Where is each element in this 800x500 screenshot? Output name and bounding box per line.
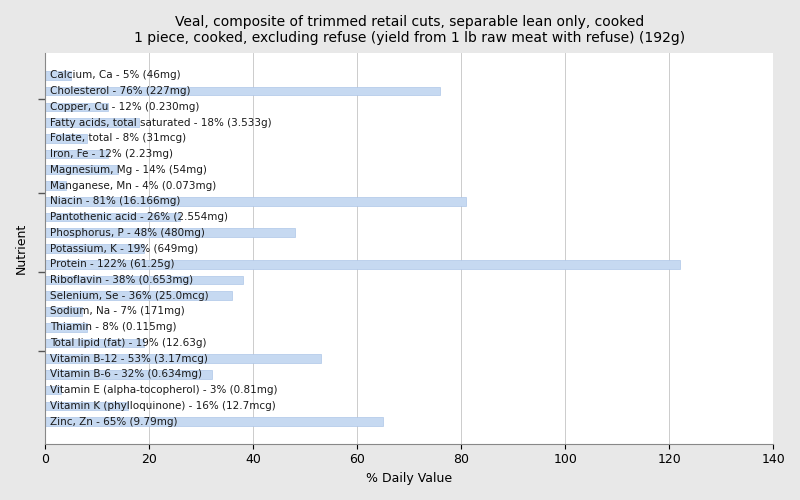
Text: Potassium, K - 19% (649mg): Potassium, K - 19% (649mg)	[50, 244, 198, 254]
Bar	[46, 386, 61, 394]
Text: Niacin - 81% (16.166mg): Niacin - 81% (16.166mg)	[50, 196, 181, 206]
Bar	[46, 166, 118, 174]
Bar	[46, 102, 108, 111]
Bar	[46, 276, 242, 284]
Bar	[46, 244, 144, 253]
Bar	[46, 402, 129, 410]
Bar	[46, 150, 108, 158]
Text: Pantothenic acid - 26% (2.554mg): Pantothenic acid - 26% (2.554mg)	[50, 212, 229, 222]
Bar	[46, 118, 139, 127]
Bar	[46, 87, 440, 96]
Text: Sodium, Na - 7% (171mg): Sodium, Na - 7% (171mg)	[50, 306, 185, 316]
Y-axis label: Nutrient: Nutrient	[15, 223, 28, 274]
Text: Selenium, Se - 36% (25.0mcg): Selenium, Se - 36% (25.0mcg)	[50, 290, 209, 300]
Bar	[46, 354, 321, 363]
Text: Total lipid (fat) - 19% (12.63g): Total lipid (fat) - 19% (12.63g)	[50, 338, 207, 348]
Bar	[46, 307, 82, 316]
Text: Manganese, Mn - 4% (0.073mg): Manganese, Mn - 4% (0.073mg)	[50, 180, 217, 190]
Bar	[46, 212, 181, 222]
Title: Veal, composite of trimmed retail cuts, separable lean only, cooked
1 piece, coo: Veal, composite of trimmed retail cuts, …	[134, 15, 685, 45]
Bar	[46, 370, 211, 379]
Text: Copper, Cu - 12% (0.230mg): Copper, Cu - 12% (0.230mg)	[50, 102, 200, 112]
Text: Vitamin B-6 - 32% (0.634mg): Vitamin B-6 - 32% (0.634mg)	[50, 370, 202, 380]
Bar	[46, 228, 294, 237]
Text: Phosphorus, P - 48% (480mg): Phosphorus, P - 48% (480mg)	[50, 228, 206, 238]
Bar	[46, 71, 71, 80]
Text: Iron, Fe - 12% (2.23mg): Iron, Fe - 12% (2.23mg)	[50, 149, 174, 159]
Text: Zinc, Zn - 65% (9.79mg): Zinc, Zn - 65% (9.79mg)	[50, 416, 178, 426]
Text: Vitamin E (alpha-tocopherol) - 3% (0.81mg): Vitamin E (alpha-tocopherol) - 3% (0.81m…	[50, 385, 278, 395]
Bar	[46, 323, 87, 332]
Text: Cholesterol - 76% (227mg): Cholesterol - 76% (227mg)	[50, 86, 191, 96]
Text: Vitamin B-12 - 53% (3.17mcg): Vitamin B-12 - 53% (3.17mcg)	[50, 354, 208, 364]
Bar	[46, 418, 383, 426]
Text: Calcium, Ca - 5% (46mg): Calcium, Ca - 5% (46mg)	[50, 70, 181, 81]
Text: Vitamin K (phylloquinone) - 16% (12.7mcg): Vitamin K (phylloquinone) - 16% (12.7mcg…	[50, 401, 276, 411]
Text: Magnesium, Mg - 14% (54mg): Magnesium, Mg - 14% (54mg)	[50, 165, 207, 175]
Text: Protein - 122% (61.25g): Protein - 122% (61.25g)	[50, 260, 175, 270]
Bar	[46, 134, 87, 142]
Bar	[46, 292, 232, 300]
Bar	[46, 181, 66, 190]
X-axis label: % Daily Value: % Daily Value	[366, 472, 452, 485]
Bar	[46, 197, 466, 205]
Text: Thiamin - 8% (0.115mg): Thiamin - 8% (0.115mg)	[50, 322, 177, 332]
Text: Riboflavin - 38% (0.653mg): Riboflavin - 38% (0.653mg)	[50, 275, 194, 285]
Text: Fatty acids, total saturated - 18% (3.533g): Fatty acids, total saturated - 18% (3.53…	[50, 118, 272, 128]
Bar	[46, 338, 144, 347]
Text: Folate, total - 8% (31mcg): Folate, total - 8% (31mcg)	[50, 134, 186, 143]
Bar	[46, 260, 679, 268]
